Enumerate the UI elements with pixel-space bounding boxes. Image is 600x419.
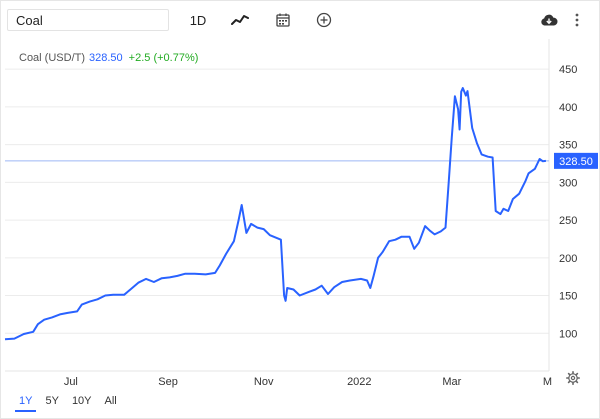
range-button-10y[interactable]: 10Y (71, 395, 92, 407)
x-tick-label: Sep (158, 376, 178, 388)
settings-gear-icon[interactable] (566, 371, 580, 385)
chart-legend: Coal (USD/T) 328.50 +2.5 (+0.77%) (19, 52, 198, 64)
legend-change: +2.5 (+0.77%) (128, 52, 199, 64)
y-tick-label: 450 (559, 64, 577, 76)
price-chart[interactable]: 100 150 200 250 300 350 400 450 Jul Sep Nov 2022 Mar… (1, 1, 600, 393)
last-price-label: 328.50 (559, 156, 593, 168)
x-tick-label: Nov (254, 376, 274, 388)
chart-toolbar: 1D (1, 1, 600, 39)
y-tick-label: 400 (559, 102, 577, 114)
x-tick-label: 2022 (347, 376, 371, 388)
y-tick-label: 100 (559, 328, 577, 340)
symbol-search-input[interactable] (7, 9, 169, 31)
calendar-icon (276, 13, 290, 27)
legend-price: 328.50 (89, 52, 123, 64)
x-tick-label: Mar (442, 376, 461, 388)
line-chart-icon (231, 15, 249, 25)
add-circle-icon (316, 12, 332, 28)
period-button[interactable]: 1D (189, 12, 207, 28)
range-selector: 1Y 5Y 10Y All (15, 393, 126, 412)
add-comparison-button[interactable] (315, 10, 333, 30)
more-options-button[interactable] (571, 10, 583, 30)
range-button-all[interactable]: All (104, 395, 117, 407)
more-vertical-icon (575, 13, 579, 27)
range-button-1y[interactable]: 1Y (15, 393, 37, 412)
last-price-tag (554, 152, 598, 169)
legend-symbol-name: Coal (USD/T) (19, 52, 86, 64)
y-tick-label: 250 (559, 215, 577, 227)
series-line-0 (4, 87, 546, 341)
range-button-5y[interactable]: 5Y (45, 395, 59, 407)
y-tick-label: 150 (559, 291, 577, 303)
calendar-button[interactable] (274, 10, 292, 30)
y-tick-label: 350 (559, 140, 577, 152)
y-tick-label: 300 (559, 177, 577, 189)
cloud-download-icon (541, 14, 558, 26)
chart-type-button[interactable] (229, 10, 251, 30)
x-tick-label: Jul (64, 376, 78, 388)
x-tick-label: M (543, 376, 552, 388)
y-tick-label: 200 (559, 253, 577, 265)
download-button[interactable] (539, 10, 559, 30)
